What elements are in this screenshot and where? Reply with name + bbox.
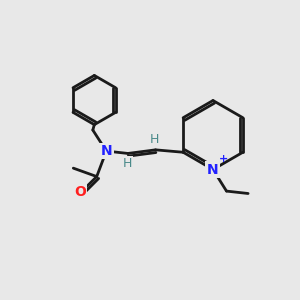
Text: +: + [219,154,228,164]
Text: H: H [149,134,159,146]
Text: N: N [100,144,112,158]
Text: O: O [74,185,86,199]
Text: H: H [123,157,133,170]
Text: N: N [207,163,218,176]
